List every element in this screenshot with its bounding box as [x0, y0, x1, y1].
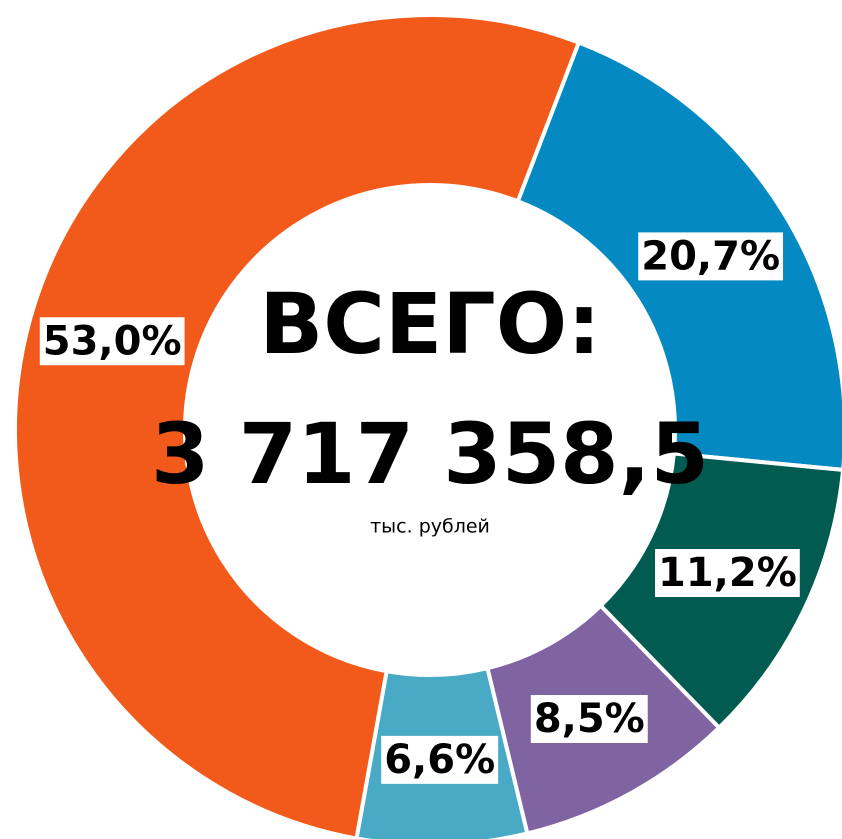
- labels: 20,7% 11,2% 8,5% 6,6% 53,0%: [39, 232, 800, 784]
- value-label: 20,7%: [641, 233, 780, 279]
- slice: [13, 13, 582, 839]
- label-box: [39, 317, 185, 366]
- center-title: ВСЕГО:: [259, 275, 601, 373]
- label-box: [655, 549, 800, 598]
- label-box: [638, 232, 784, 281]
- unit-label: тыс. рублей: [370, 516, 490, 538]
- hole: [187, 187, 673, 673]
- slices: [13, 13, 842, 839]
- value-label: 53,0%: [43, 318, 182, 364]
- value-label: 6,6%: [384, 737, 495, 783]
- total-label: 3 717 358,5: [151, 405, 709, 503]
- label-box: [530, 695, 648, 744]
- label-box: [381, 735, 499, 784]
- value-label: 8,5%: [534, 696, 645, 742]
- value-label: 11,2%: [658, 550, 797, 596]
